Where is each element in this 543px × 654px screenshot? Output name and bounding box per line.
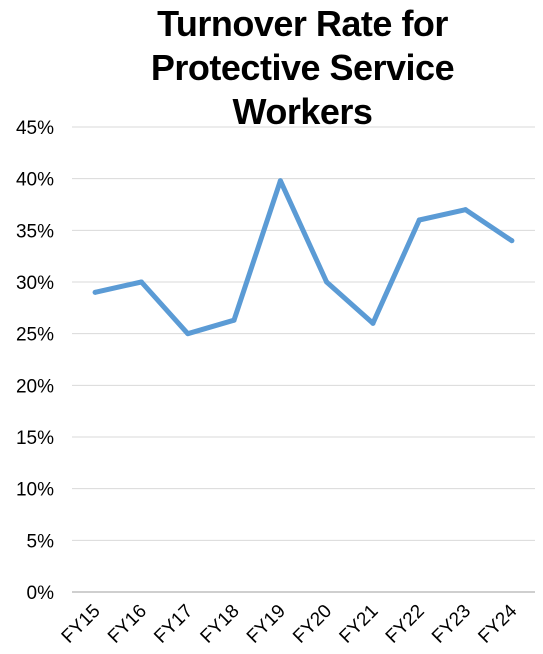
x-tick-label: FY15 [58, 601, 105, 648]
gridlines [72, 126, 535, 593]
y-axis-tick-labels: 0% 5% 10% 15% 20% 25% 30% 35% 40% 45% [16, 118, 54, 604]
chart-title: Turnover Rate for Protective Service Wor… [150, 3, 455, 132]
data-point [370, 320, 376, 326]
y-tick-label: 25% [16, 325, 54, 346]
x-axis-tick-labels: FY15 FY16 FY17 FY18 FY19 FY20 FY21 FY22 FY23 FY24 [58, 600, 522, 647]
y-tick-label: 5% [27, 531, 55, 552]
data-point [231, 317, 237, 323]
data-point [277, 178, 283, 184]
series-line [92, 178, 515, 337]
x-tick-label: FY23 [428, 601, 475, 648]
data-point [92, 289, 98, 295]
x-tick-label: FY18 [197, 601, 244, 648]
x-tick-label: FY19 [243, 601, 290, 648]
x-tick-label: FY20 [289, 601, 336, 648]
series-line-group [92, 178, 515, 337]
y-tick-label: 15% [16, 428, 54, 449]
y-tick-label: 10% [16, 480, 54, 501]
x-tick-label: FY21 [336, 601, 383, 648]
data-point [324, 279, 330, 285]
data-point [463, 207, 469, 213]
data-point [185, 331, 191, 337]
x-tick-label: FY16 [104, 601, 151, 648]
data-point [416, 217, 422, 223]
x-tick-label: FY22 [382, 601, 429, 648]
y-tick-label: 40% [16, 170, 54, 191]
y-tick-label: 0% [27, 583, 55, 604]
y-tick-label: 30% [16, 273, 54, 294]
data-point [138, 279, 144, 285]
y-tick-label: 45% [16, 118, 54, 139]
x-tick-label: FY24 [474, 600, 521, 647]
x-tick-label: FY17 [150, 601, 197, 648]
y-tick-label: 20% [16, 376, 54, 397]
y-tick-label: 35% [16, 221, 54, 242]
data-point [509, 238, 515, 244]
